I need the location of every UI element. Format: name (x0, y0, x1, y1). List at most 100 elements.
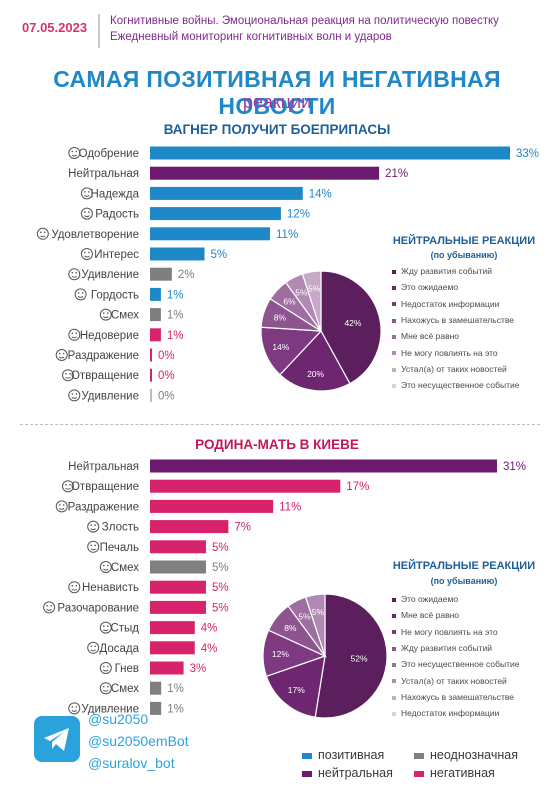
irritation-face-eye (58, 504, 61, 506)
header-line-2: Ежедневный мониторинг когнитивных волн и… (110, 31, 392, 43)
bar (150, 287, 161, 301)
bar-value-label: 21% (385, 168, 408, 180)
bar-label: Разочарование (57, 602, 139, 614)
satisfied-face-eye (40, 231, 42, 234)
bar-label: Раздражение (68, 350, 139, 362)
bar-label: Радость (95, 209, 139, 221)
bar (150, 328, 161, 342)
bar-value-label: 4% (201, 623, 218, 635)
annoyance-face-eye (90, 645, 92, 648)
surprise-face-eye (71, 706, 74, 708)
shame-face (99, 621, 112, 634)
pie-1-subtitle: (по убыванию) (430, 250, 498, 260)
bar (150, 520, 229, 534)
laugh-face-eye (103, 312, 105, 314)
rage-face-eye (103, 665, 105, 668)
legend-neutral: нейтральная (302, 766, 393, 780)
bar-label: Надежда (91, 188, 140, 200)
rage-face-mouth (103, 669, 109, 672)
pie-2-subtitle: (по убыванию) (430, 576, 498, 586)
irritation-face-eye (62, 352, 65, 355)
bar (150, 661, 184, 675)
bar-value-label: 3% (190, 663, 207, 675)
pie-slice (279, 329, 351, 392)
bar-value-label: 31% (503, 461, 526, 473)
bar-value-label: 1% (167, 310, 184, 322)
bar (150, 681, 162, 695)
bar-value-label: 17% (346, 481, 369, 493)
pie-legend-label: Жду развития событий (401, 266, 492, 276)
bar-label: Гордость (91, 289, 139, 301)
laugh-face-eye (107, 685, 109, 688)
trophy-icon-mouth (77, 296, 84, 298)
laugh-face-eye (103, 685, 105, 688)
surprise-face-mouth (71, 275, 78, 278)
pie-slice-label: 5% (298, 611, 311, 621)
irritation-face (55, 349, 68, 361)
bar-label: Недоверие (80, 330, 139, 342)
bar-label: Одобрение (79, 148, 139, 160)
disappointment-face-mouth (46, 609, 52, 611)
telegram-icon[interactable] (34, 716, 80, 762)
bar (150, 560, 206, 574)
bar-value-label: 12% (287, 209, 310, 221)
bar (150, 207, 281, 221)
pie-legend-item: Это ожидаемо (392, 282, 458, 292)
sadness-face-eye (90, 544, 92, 547)
pie-slice (301, 270, 322, 332)
hope-icon (80, 187, 93, 200)
bar (150, 166, 380, 180)
hate-face-eye (75, 584, 78, 587)
legend-negative-label: негативная (430, 766, 495, 780)
rage-face (99, 662, 112, 674)
bar-label: Удивление (81, 269, 139, 281)
laugh-face-mouth (103, 568, 109, 571)
header-line-1: Когнитивные войны. Эмоциональная реакция… (110, 15, 499, 27)
bar-value-label: 7% (234, 522, 251, 534)
bar (150, 600, 206, 614)
shame-face-mouth (103, 629, 109, 632)
pie-slice-label: 20% (307, 369, 324, 379)
pie-slice (320, 270, 382, 385)
interest-icon-eye (84, 251, 86, 254)
bar-value-label: 0% (158, 350, 175, 362)
bar (150, 186, 303, 200)
pie-legend-marker (392, 334, 396, 339)
annoyance-face-eye (94, 645, 96, 648)
annoyance-face-mouth (90, 649, 96, 652)
legend-ambiguous: неоднозначная (414, 748, 518, 762)
bar-value-label: 11% (279, 501, 301, 513)
satisfied-face (36, 227, 49, 240)
pie-legend-item: Жду развития событий (392, 266, 492, 276)
legend-positive-swatch (302, 752, 312, 759)
pie-legend-marker (392, 383, 396, 388)
pie-legend-marker (392, 351, 396, 356)
pie-legend-marker (392, 711, 396, 716)
pie-legend-item: Недостаток информации (392, 708, 499, 718)
bar-value-label: 2% (178, 269, 195, 281)
surprise-face-eye (75, 271, 78, 274)
irritation-face-mouth (58, 356, 65, 359)
handle-su2050embot[interactable]: @su2050emBot (88, 733, 189, 749)
disgust-face-eye (65, 483, 67, 486)
pie-legend-label: Недостаток информации (401, 298, 500, 309)
surprise-face (68, 702, 81, 715)
distrust-face-mouth (71, 336, 78, 339)
annoyance-face (87, 641, 100, 654)
pie-legend-item: Это несущественное событие (392, 380, 519, 390)
handle-su2050[interactable]: @su2050 (88, 711, 149, 727)
legend-ambiguous-swatch (414, 752, 424, 759)
disappointment-face-eye (46, 605, 48, 607)
laugh-face-mouth (103, 689, 109, 692)
pie-legend-marker (392, 646, 396, 651)
distrust-face (68, 328, 81, 341)
pie-2-title: НЕЙТРАЛЬНЫЕ РЕАКЦИИ (392, 560, 536, 572)
bar-value-label: 33% (516, 148, 539, 160)
pie-legend-marker (392, 367, 396, 372)
handle-suralov-bot[interactable]: @suralov_bot (88, 755, 175, 771)
surprise-face-eye (71, 271, 74, 274)
section-separator (20, 424, 540, 425)
bar-label: Отвращение (71, 481, 139, 493)
bar-label: Злость (102, 522, 139, 534)
laugh-face (99, 561, 112, 573)
